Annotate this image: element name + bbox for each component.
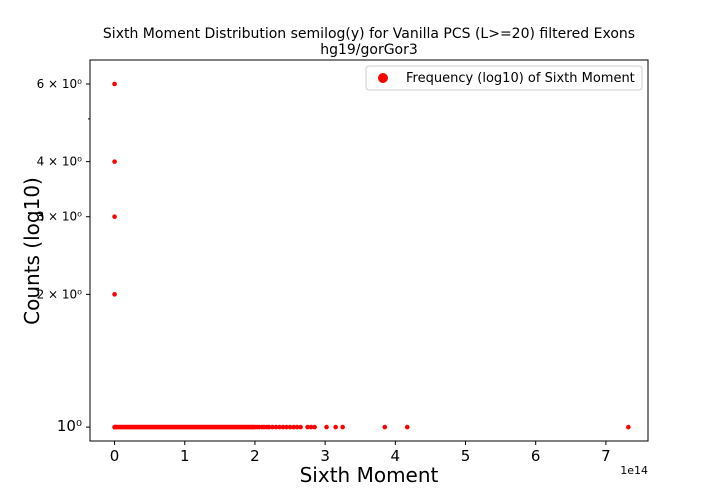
y-tick-label: 10⁰	[57, 417, 82, 435]
x-tick-label: 6	[531, 447, 541, 465]
data-point	[291, 424, 296, 430]
y-axis-ticks: 10⁰ 2 × 10⁰ 3 × 10⁰ 4 × 10⁰ 6 × 10⁰	[37, 77, 90, 435]
x-tick-label: 3	[320, 447, 330, 465]
y-tick-label: 6 × 10⁰	[37, 77, 83, 91]
x-tick-label: 4	[391, 447, 401, 465]
x-tick-label: 7	[601, 447, 611, 465]
data-point	[404, 424, 410, 430]
plot-area	[89, 59, 649, 442]
data-point	[308, 424, 314, 430]
legend: Frequency (log10) of Sixth Moment	[365, 65, 643, 91]
data-point	[266, 424, 272, 430]
x-tick-label: 2	[250, 447, 260, 465]
data-point	[340, 424, 345, 430]
data-point	[382, 424, 388, 430]
chart-subtitle: hg19/gorGor3	[320, 42, 418, 58]
legend-box	[365, 65, 643, 91]
x-tick-label: 0	[110, 447, 120, 465]
data-point	[626, 424, 631, 430]
data-point	[284, 424, 289, 430]
data-point	[270, 424, 275, 430]
data-point	[277, 424, 282, 430]
legend-marker	[378, 73, 388, 83]
data-point	[273, 424, 279, 430]
data-points	[112, 81, 631, 430]
data-point	[112, 292, 117, 297]
y-tick-label: 4 × 10⁰	[37, 155, 83, 169]
data-point	[112, 81, 117, 87]
x-axis-offset-label: 1e14	[620, 464, 648, 477]
data-point	[312, 424, 317, 430]
data-point	[280, 424, 286, 430]
legend-label: Frequency (log10) of Sixth Moment	[406, 71, 635, 86]
y-axis-label: Counts (log10)	[20, 177, 44, 325]
data-point	[112, 159, 117, 164]
x-axis-label: Sixth Moment	[300, 463, 439, 487]
data-point	[333, 424, 338, 430]
data-point	[112, 214, 117, 220]
data-point	[294, 424, 300, 430]
chart-title: Sixth Moment Distribution semilog(y) for…	[103, 26, 635, 42]
data-point	[305, 424, 310, 430]
y-tick-label: 3 × 10⁰	[37, 210, 83, 224]
x-axis-ticks: 0 1 2 3 4 5 6 7	[110, 441, 611, 465]
x-tick-label: 5	[461, 447, 471, 465]
data-point	[298, 424, 303, 430]
data-point	[324, 424, 329, 430]
data-point	[287, 424, 293, 430]
x-tick-label: 1	[180, 447, 190, 465]
y-tick-label: 2 × 10⁰	[37, 287, 83, 301]
